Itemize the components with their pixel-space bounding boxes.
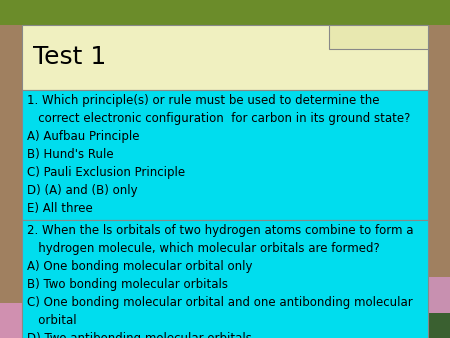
Text: Test 1: Test 1 [33, 45, 106, 70]
Bar [428, 25, 450, 277]
Bar [22, 25, 428, 90]
Text: 1. Which principle(s) or rule must be used to determine the
   correct electroni: 1. Which principle(s) or rule must be us… [27, 94, 410, 215]
Bar [428, 313, 450, 338]
Bar [22, 90, 428, 220]
Bar [0, 25, 22, 303]
Bar [22, 0, 428, 25]
Bar [22, 220, 428, 338]
Bar [0, 303, 22, 338]
Bar [428, 0, 450, 25]
Bar [428, 277, 450, 313]
Bar [329, 25, 428, 49]
Text: 2. When the ls orbitals of two hydrogen atoms combine to form a
   hydrogen mole: 2. When the ls orbitals of two hydrogen … [27, 224, 414, 338]
Bar [0, 0, 22, 25]
